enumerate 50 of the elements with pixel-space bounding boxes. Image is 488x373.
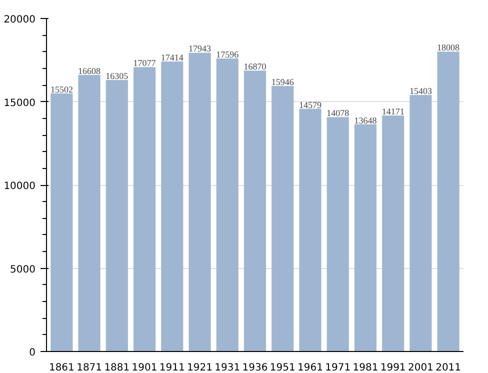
x-tick-label: 2001 [408,362,434,373]
y-tick-label: 5000 [10,264,36,276]
bar [299,108,322,352]
x-tick-label: 1971 [325,362,351,373]
bar [188,52,211,352]
bar [161,62,184,352]
data-label: 14078 [326,108,350,118]
bar [50,93,73,352]
data-label: 15946 [271,77,294,87]
data-label: 17077 [133,58,156,68]
x-tick-label: 1961 [298,362,323,373]
bar [272,86,294,352]
data-label: 16870 [244,62,267,72]
x-tick-label: 1931 [214,362,240,373]
x-tick-label: 1991 [380,362,406,373]
data-label: 17414 [160,52,184,63]
data-label: 13648 [354,115,378,126]
bar [216,58,238,352]
bar [354,124,377,352]
x-tick-label: 1911 [159,362,185,373]
x-tick-label: 2011 [436,362,462,373]
data-label: 16608 [78,66,102,76]
data-label: 17943 [188,44,212,54]
bar [382,116,404,352]
x-tick-label: 1871 [76,362,102,373]
data-label: 14171 [382,106,404,117]
x-tick-label: 1861 [48,362,74,373]
data-label: 18008 [437,42,460,53]
y-tick-label: 0 [29,348,36,358]
bar [244,70,266,352]
data-label: 17596 [216,50,240,60]
x-tick-label: 1936 [242,362,268,373]
y-tick-label: 20000 [4,14,36,26]
y-tick-label: 10000 [4,181,36,192]
bar [133,67,156,352]
bar [437,52,460,352]
x-tick-label: 1881 [104,362,130,373]
y-tick-label: 15000 [4,98,36,109]
bar [106,80,128,352]
x-tick-label: 1981 [352,362,378,373]
data-label: 15403 [409,86,432,96]
bar [326,117,349,352]
x-tick-label: 1951 [270,362,296,373]
x-tick-label: 1921 [187,362,212,373]
data-label: 15502 [50,84,73,94]
data-label: 16305 [106,71,129,82]
x-tick-label: 1901 [132,362,158,373]
bar [410,95,432,352]
data-label: 14579 [298,100,322,110]
bar [78,74,100,352]
